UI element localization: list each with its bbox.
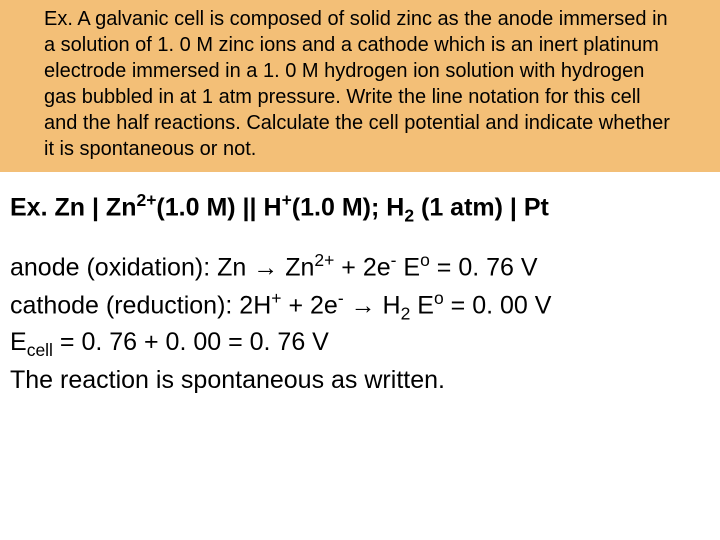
cathode-E: E <box>417 291 434 319</box>
cathode-H: H <box>383 291 401 319</box>
notation-bar2: | <box>503 193 524 221</box>
anode-arrow: → <box>246 254 285 282</box>
notation-h: H <box>264 193 282 221</box>
cathode-plus: + 2e <box>282 291 338 319</box>
notation-prefix: Ex. <box>10 193 54 221</box>
ecell-sub: cell <box>27 340 53 360</box>
notation-h-sup: + <box>282 190 292 210</box>
notation-conc2: (1.0 M); <box>292 193 386 221</box>
cathode-o-sup: o <box>434 288 444 308</box>
anode-line: anode (oxidation): Zn → Zn2+ + 2e- Eo = … <box>10 248 710 285</box>
anode-zn: Zn <box>217 254 246 282</box>
ecell-E: E <box>10 328 27 356</box>
notation-zn: Zn <box>54 193 85 221</box>
notation-zn2: Zn <box>106 193 137 221</box>
line-notation: Ex. Zn | Zn2+(1.0 M) || H+(1.0 M); H2 (1… <box>10 190 710 226</box>
question-body: A galvanic cell is composed of solid zin… <box>44 8 670 160</box>
cathode-line: cathode (reduction): 2H+ + 2e- → H2 Eo =… <box>10 286 710 326</box>
anode-o-sup: o <box>420 250 430 270</box>
anode-plus: + 2e <box>334 254 390 282</box>
notation-bar1: | <box>85 193 106 221</box>
answer-area: Ex. Zn | Zn2+(1.0 M) || H+(1.0 M); H2 (1… <box>0 172 720 398</box>
question-prefix: Ex. <box>44 8 77 30</box>
cathode-label: cathode (reduction): <box>10 291 239 319</box>
notation-h2: H <box>386 193 404 221</box>
anode-zn2: Zn <box>285 254 314 282</box>
question-box: Ex. A galvanic cell is composed of solid… <box>0 0 720 172</box>
cathode-h2: 2H <box>239 291 271 319</box>
notation-h2-sub: 2 <box>404 205 414 225</box>
question-text: Ex. A galvanic cell is composed of solid… <box>44 6 676 162</box>
ecell-line: Ecell = 0. 76 + 0. 00 = 0. 76 V <box>10 325 710 363</box>
notation-dbar: || <box>236 193 264 221</box>
anode-label: anode (oxidation): <box>10 254 217 282</box>
ecell-val: = 0. 76 + 0. 00 = 0. 76 V <box>53 328 329 356</box>
conclusion-line: The reaction is spontaneous as written. <box>10 363 710 398</box>
cathode-h2-sub: 2 <box>401 303 411 323</box>
anode-zn2-sup: 2+ <box>314 250 334 270</box>
notation-conc1: (1.0 M) <box>156 193 235 221</box>
cathode-h-sup: + <box>271 288 281 308</box>
notation-atm: (1 atm) <box>414 193 503 221</box>
reactions-block: anode (oxidation): Zn → Zn2+ + 2e- Eo = … <box>10 248 710 398</box>
notation-pt: Pt <box>524 193 549 221</box>
cathode-arrow: → <box>344 291 383 319</box>
anode-val: = 0. 76 V <box>430 254 538 282</box>
cathode-val: = 0. 00 V <box>444 291 552 319</box>
notation-zn2-sup: 2+ <box>136 190 156 210</box>
anode-E: E <box>403 254 420 282</box>
